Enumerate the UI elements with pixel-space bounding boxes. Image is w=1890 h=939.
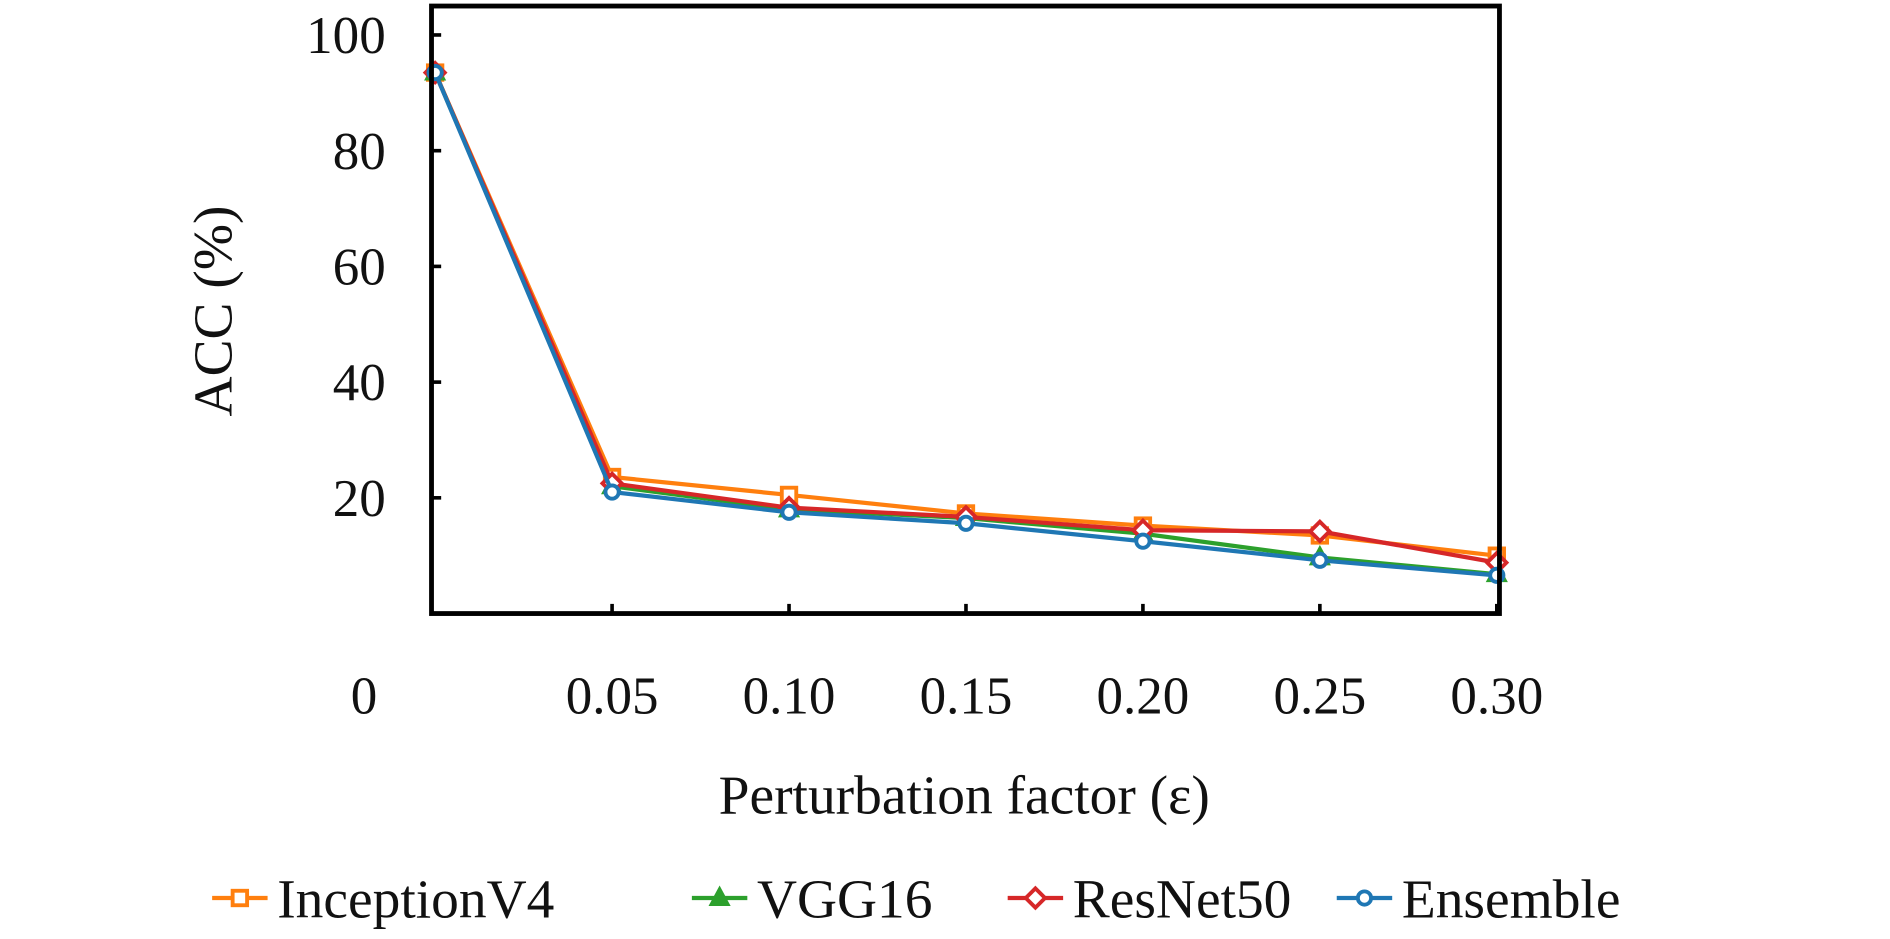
legend: InceptionV4 VGG16 ResNet50 Ensemble bbox=[212, 868, 1620, 929]
legend-item-inceptionv4: InceptionV4 bbox=[212, 868, 554, 929]
data-point bbox=[780, 503, 798, 521]
data-point bbox=[603, 483, 621, 501]
data-point bbox=[1307, 519, 1333, 544]
y-tick-label: 60 bbox=[333, 238, 386, 296]
legend-marker-triangle-icon bbox=[708, 885, 731, 906]
series-line bbox=[433, 71, 1498, 577]
legend-label: InceptionV4 bbox=[277, 868, 554, 929]
legend-label: Ensemble bbox=[1402, 868, 1621, 929]
legend-marker-circle-icon bbox=[1355, 889, 1374, 907]
series-line bbox=[433, 71, 1497, 578]
legend-item-vgg16: VGG16 bbox=[691, 868, 933, 929]
x-tick-label: 0.05 bbox=[566, 668, 659, 726]
data-point bbox=[1134, 532, 1152, 550]
legend-marker-square-icon bbox=[230, 888, 250, 908]
data-point bbox=[1311, 551, 1329, 569]
x-axis-label: Perturbation factor (ε) bbox=[719, 765, 1210, 826]
x-tick-label: 0.15 bbox=[920, 668, 1013, 726]
y-tick-label: 40 bbox=[333, 354, 386, 412]
y-tick-label: 20 bbox=[333, 470, 386, 528]
series-layer bbox=[422, 60, 1510, 584]
legend-item-ensemble: Ensemble bbox=[1336, 868, 1621, 929]
legend-label: ResNet50 bbox=[1073, 868, 1292, 929]
data-point bbox=[957, 514, 975, 532]
y-tick-label: 100 bbox=[306, 7, 386, 65]
y-tick-label: 80 bbox=[333, 123, 386, 181]
legend-label: VGG16 bbox=[757, 868, 933, 929]
legend-marker-diamond-icon bbox=[1023, 885, 1048, 911]
x-tick-label: 0.20 bbox=[1097, 668, 1190, 726]
ticks-layer: 20 40 60 80 100 0 0.05 0.10 0.15 0.20 0.25 0.30 bbox=[306, 7, 1543, 726]
series-line bbox=[433, 71, 1498, 558]
series-resnet50 bbox=[422, 60, 1510, 575]
legend-item-resnet50: ResNet50 bbox=[1007, 868, 1292, 929]
x-tick-label: 0.10 bbox=[743, 668, 836, 726]
series-ensemble bbox=[426, 64, 1506, 584]
series-vgg16 bbox=[424, 60, 1508, 583]
series-line bbox=[433, 71, 1498, 565]
series-inceptionv4 bbox=[425, 63, 1506, 565]
x-tick-label: 0.25 bbox=[1273, 668, 1366, 726]
x-tick-label: 0.30 bbox=[1450, 668, 1543, 726]
y-axis-label: ACC (%) bbox=[182, 206, 243, 417]
x-tick-label: 0 bbox=[351, 668, 378, 726]
